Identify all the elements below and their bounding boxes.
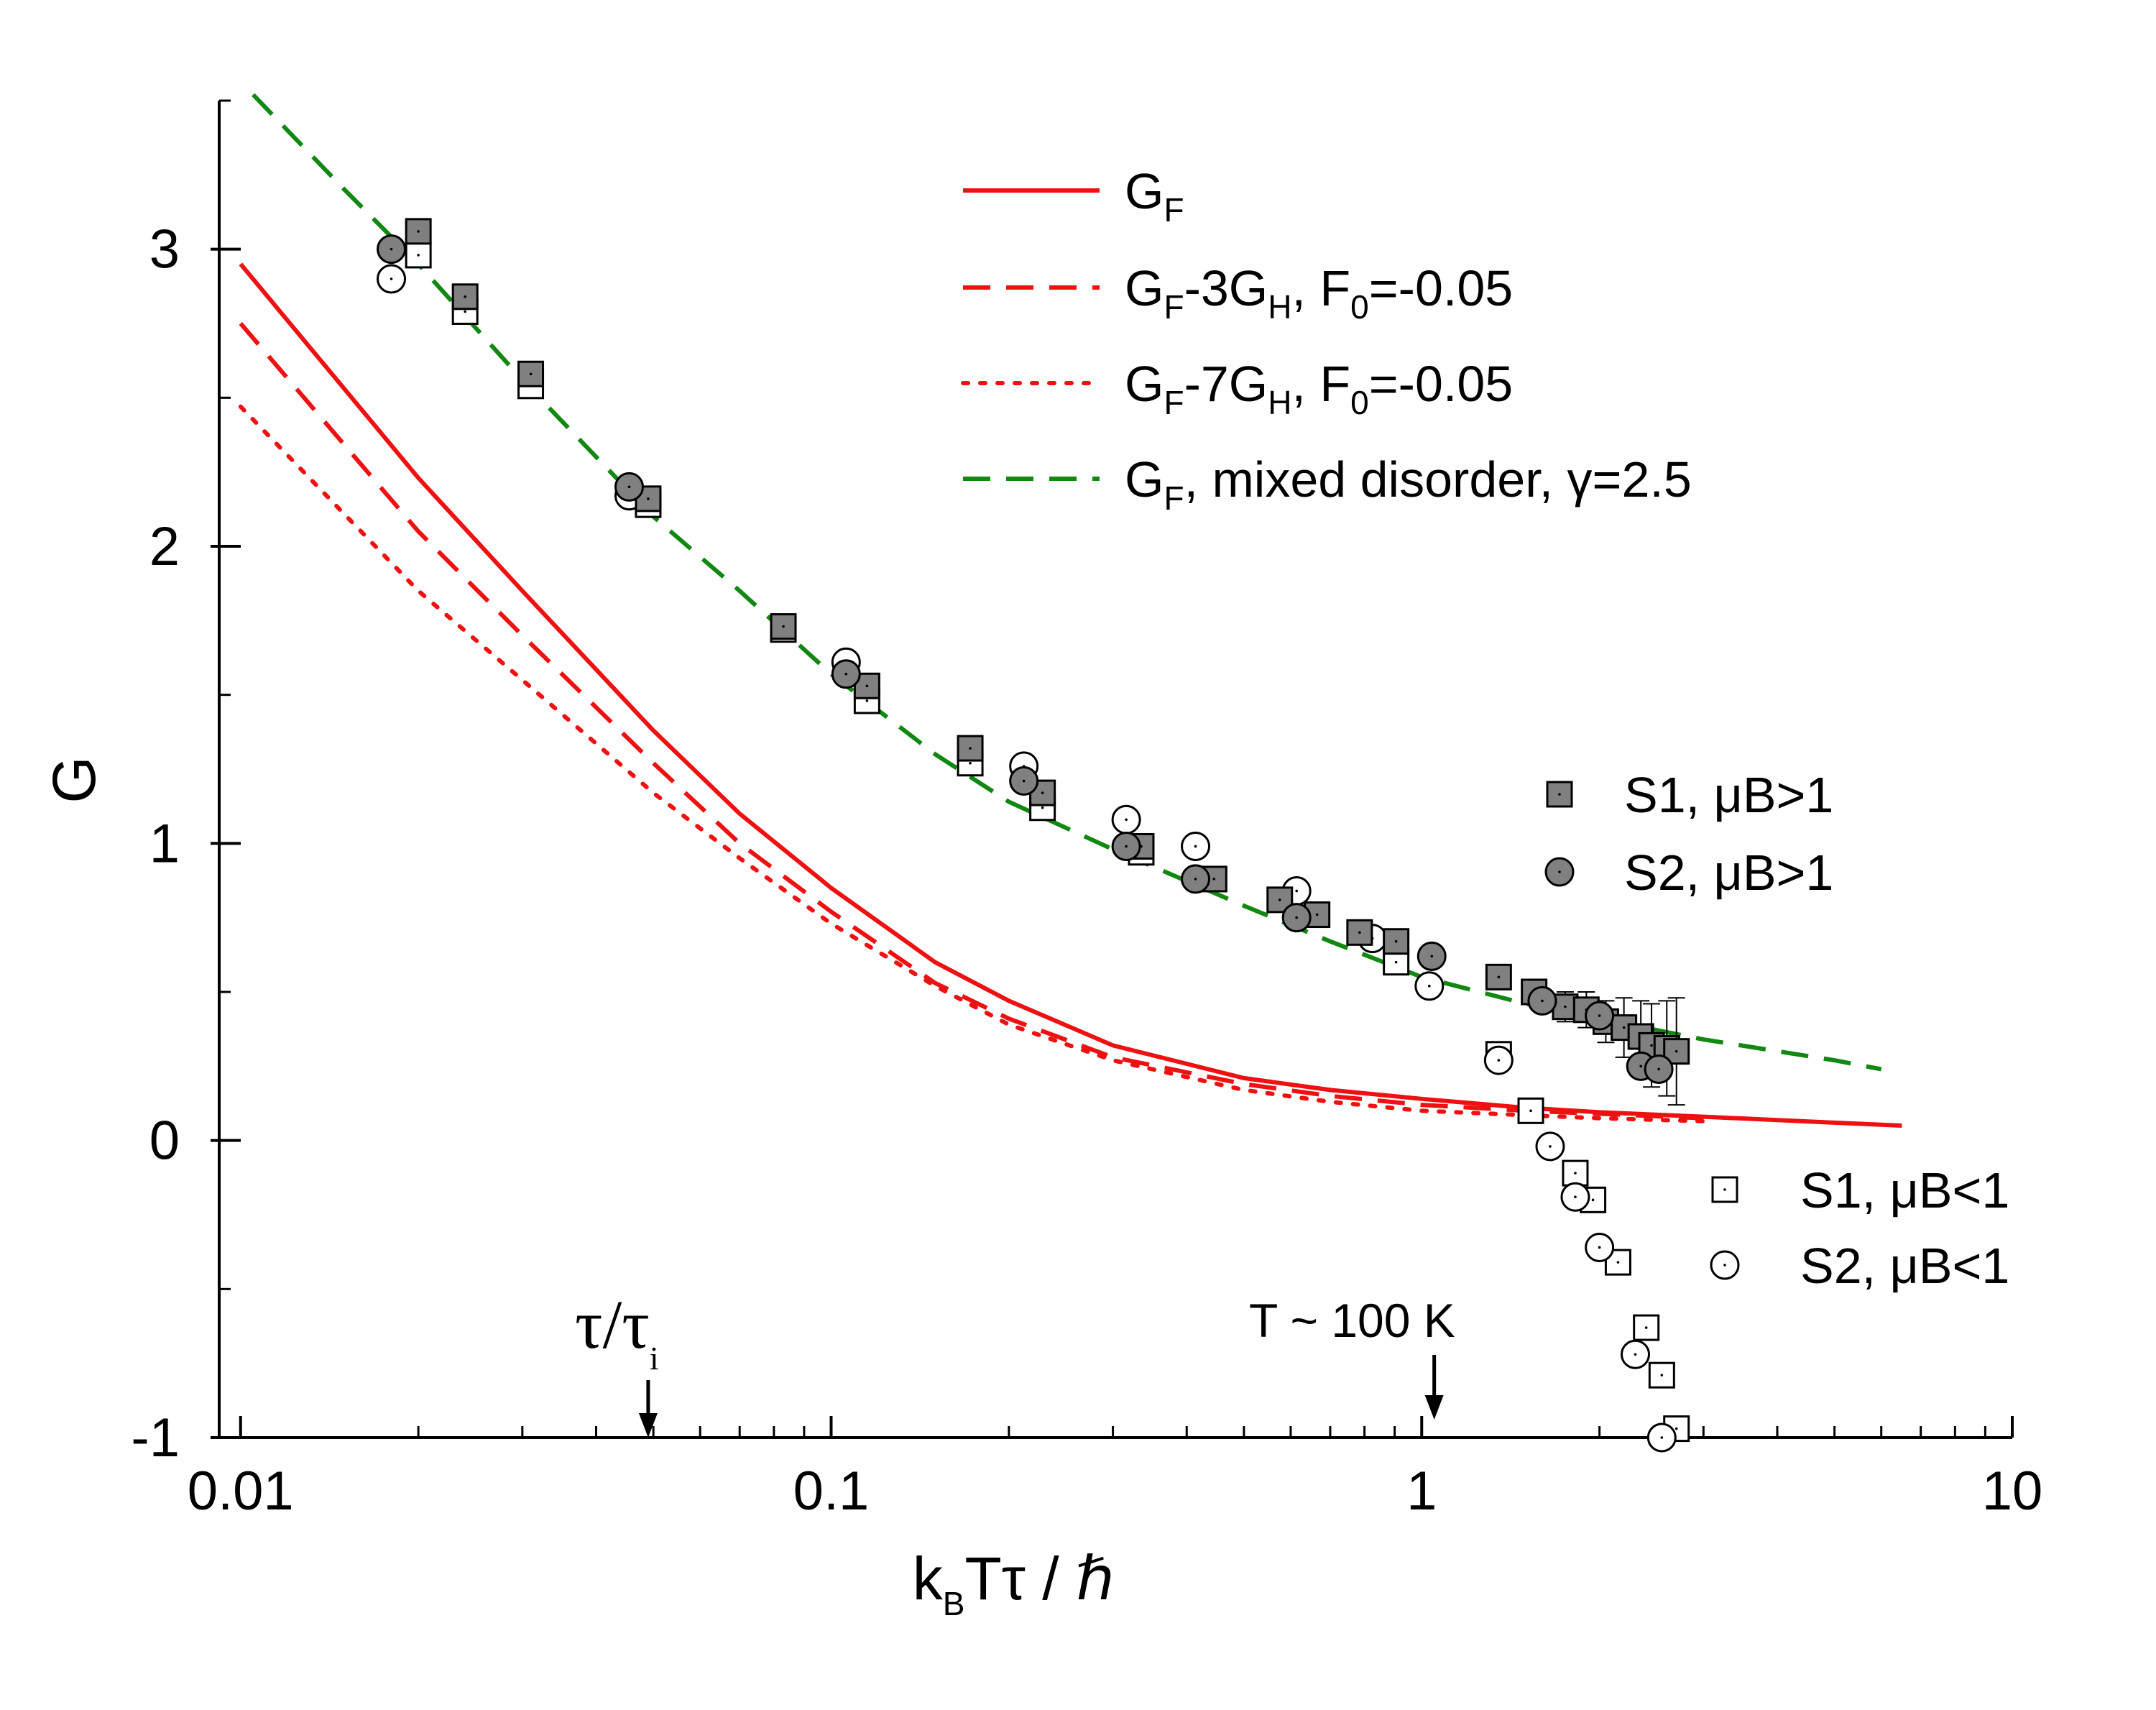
data-point-center-dot xyxy=(1657,1067,1660,1071)
y-tick-label: 3 xyxy=(149,219,180,280)
x-tick-label: 10 xyxy=(1982,1461,2043,1522)
data-point-center-dot xyxy=(782,625,785,628)
data-point xyxy=(957,735,984,762)
data-point-center-dot xyxy=(1634,1353,1637,1356)
data-point-center-dot xyxy=(865,699,869,702)
legend-marker-2-center-dot xyxy=(1723,1188,1726,1191)
series-2 xyxy=(405,242,1690,1443)
legend-label-2: GF-7GH, F0=-0.05 xyxy=(1125,356,1513,421)
data-point-center-dot xyxy=(1549,1145,1552,1148)
data-point-center-dot xyxy=(1358,931,1361,934)
legend-marker-1-center-dot xyxy=(1558,870,1561,873)
legend-series-label-1: S2, μB>1 xyxy=(1624,845,1833,901)
data-point-center-dot xyxy=(1644,1326,1648,1329)
legend-marker-0-center-dot xyxy=(1558,793,1561,796)
series-0 xyxy=(405,218,1690,1106)
model-curves xyxy=(238,93,1902,1128)
data-point-center-dot xyxy=(969,761,972,765)
data-point-center-dot xyxy=(647,497,650,500)
data-point-center-dot xyxy=(1194,878,1197,881)
data-point-center-dot xyxy=(1591,1198,1595,1202)
data-point-center-dot xyxy=(464,310,466,313)
data-point-center-dot xyxy=(1278,898,1281,901)
y-tick-label: 2 xyxy=(149,516,180,577)
legend-label-0: GF xyxy=(1125,163,1184,229)
data-point-center-dot xyxy=(1639,1065,1642,1068)
data-point xyxy=(1663,1038,1690,1065)
data-point-center-dot xyxy=(865,684,869,688)
data-point-center-dot xyxy=(1598,1014,1601,1017)
data-point-center-dot xyxy=(1674,1049,1678,1053)
x-axis-title: kBTτ / ℏ xyxy=(913,1545,1114,1622)
data-point-center-dot xyxy=(1125,818,1128,822)
data-point-center-dot xyxy=(969,747,972,750)
data-point-center-dot xyxy=(1022,779,1026,783)
legend-series-label-0: S1, μB>1 xyxy=(1624,767,1833,823)
data-point-center-dot xyxy=(1041,806,1044,809)
data-point-center-dot xyxy=(1428,984,1431,988)
legend: GF GF-3GH, F0=-0.05 GF-7GH, F0=-0.05 GF, mi… xyxy=(961,163,2009,1294)
data-point-center-dot xyxy=(1295,916,1298,919)
data-point-center-dot xyxy=(1212,878,1216,881)
legend-marker-3-center-dot xyxy=(1723,1264,1726,1267)
x-tick-label: 0.01 xyxy=(188,1461,294,1522)
data-point-center-dot xyxy=(1541,999,1544,1003)
data-point xyxy=(770,613,797,640)
legend-label-3: GF, mixed disorder, γ=2.5 xyxy=(1125,451,1692,517)
data-point-center-dot xyxy=(1660,1436,1664,1439)
data-point-center-dot xyxy=(1315,913,1319,916)
data-point-center-dot xyxy=(1650,1044,1653,1047)
series-1 xyxy=(377,234,1674,1084)
data-point-center-dot xyxy=(1041,791,1044,794)
annotation-temperature-arrow-head xyxy=(1424,1395,1444,1420)
y-axis-title: G xyxy=(40,756,108,803)
legend-series-label-2: S1, μB<1 xyxy=(1800,1162,2009,1218)
data-point-center-dot xyxy=(1497,975,1501,979)
data-points xyxy=(377,218,1690,1453)
y-tick-label: 0 xyxy=(149,1111,180,1172)
curve-2 xyxy=(238,404,1706,1123)
annotations: τ/τi T ~ 100 K xyxy=(575,1286,1455,1438)
data-point-center-dot xyxy=(1529,1109,1532,1113)
data-point-center-dot xyxy=(1616,1261,1620,1264)
data-point-center-dot xyxy=(1574,1172,1577,1175)
data-point-center-dot xyxy=(1564,1005,1567,1008)
data-point-center-dot xyxy=(1194,845,1197,848)
data-point-center-dot xyxy=(1394,960,1398,964)
data-point-center-dot xyxy=(1574,1195,1577,1198)
y-tick-label: 1 xyxy=(149,813,180,874)
data-point-center-dot xyxy=(1394,939,1398,943)
data-point-center-dot xyxy=(464,295,466,298)
annotation-tau-arrow-head xyxy=(638,1413,658,1438)
data-point-center-dot xyxy=(844,672,848,676)
data-point-center-dot xyxy=(1125,845,1128,848)
y-tick-label: -1 xyxy=(131,1407,180,1468)
x-tick-label: 0.1 xyxy=(793,1461,870,1522)
data-point-center-dot xyxy=(390,277,393,280)
data-point-center-dot xyxy=(1598,1246,1601,1249)
data-point-center-dot xyxy=(529,372,533,376)
curve-3 xyxy=(252,93,1882,1072)
data-point-center-dot xyxy=(1674,1427,1678,1430)
curve-0 xyxy=(239,262,1902,1128)
annotation-tau-ratio: τ/τi xyxy=(575,1286,659,1376)
annotation-temperature: T ~ 100 K xyxy=(1249,1294,1455,1347)
data-point-center-dot xyxy=(417,254,420,257)
data-point-center-dot xyxy=(1622,1026,1626,1029)
data-point-center-dot xyxy=(627,485,631,489)
legend-label-1: GF-3GH, F0=-0.05 xyxy=(1125,260,1513,326)
data-point-center-dot xyxy=(1497,1059,1501,1062)
data-point-center-dot xyxy=(1430,955,1434,958)
axes: 0.01 0.1 1 10 -1 0 1 2 3 kBTτ / ℏ G xyxy=(40,99,2043,1622)
data-point-center-dot xyxy=(1660,1374,1664,1376)
curve-1 xyxy=(239,322,1704,1121)
data-point-center-dot xyxy=(417,230,420,233)
x-tick-label: 1 xyxy=(1406,1461,1437,1522)
data-point-center-dot xyxy=(390,247,393,251)
series-3 xyxy=(377,264,1677,1453)
legend-series-label-3: S2, μB<1 xyxy=(1800,1238,2009,1294)
data-point-center-dot xyxy=(1295,889,1298,893)
